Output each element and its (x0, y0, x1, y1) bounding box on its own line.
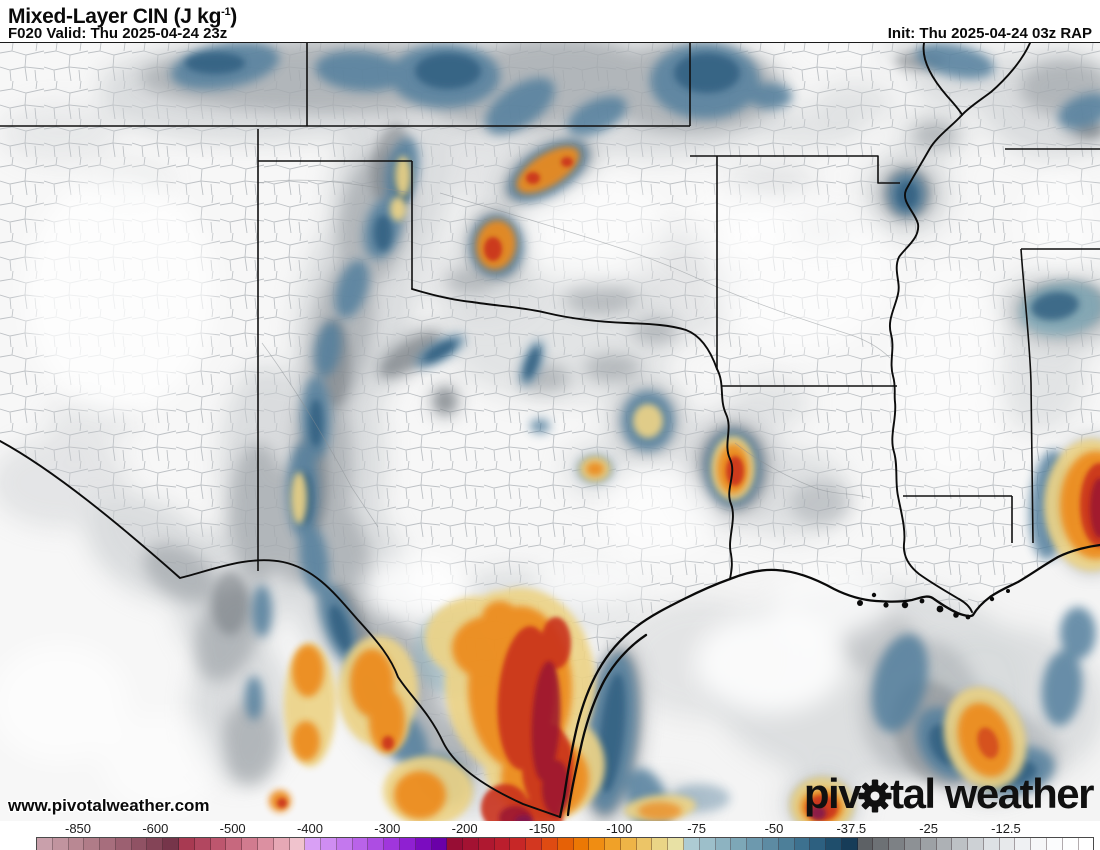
colorbar-cell (84, 838, 101, 850)
colorbar-cell (652, 838, 669, 850)
colorbar-cell (605, 838, 621, 850)
colorbar-cell (147, 838, 164, 850)
colorbar-cell (1062, 838, 1079, 850)
colorbar-cell (857, 838, 874, 850)
colorbar-cell (952, 838, 969, 850)
colorbar-cell (37, 838, 53, 850)
colorbar-cell (463, 838, 479, 850)
colorbar-cell (52, 838, 69, 850)
colorbar-tick-label: -100 (606, 821, 633, 836)
colorbar-cell (762, 838, 779, 850)
logo-text-left: piv (803, 770, 862, 817)
cin-contour-map (0, 43, 1100, 821)
colorbar-cell (589, 838, 606, 850)
colorbar-cell (699, 838, 716, 850)
colorbar-cell (179, 838, 195, 850)
colorbar-cell (226, 838, 243, 850)
gear-icon (858, 777, 892, 821)
colorbar-cell (352, 838, 369, 850)
title-exponent: -1 (221, 6, 231, 18)
colorbar-cell (936, 838, 953, 850)
colorbar-cell (368, 838, 385, 850)
colorbar-tick-label: -50 (764, 821, 784, 836)
colorbar-cell (163, 838, 180, 850)
colorbar-cell (68, 838, 85, 850)
colorbar-tick-label: -500 (219, 821, 246, 836)
title-bar: Mixed-Layer CIN (J kg-1) (0, 0, 1100, 27)
colorbar-cell (494, 838, 511, 850)
colorbar-tick-label: -37.5 (836, 821, 867, 836)
colorbar-cell (999, 838, 1016, 850)
colorbar-cell (100, 838, 116, 850)
colorbar-cell (826, 838, 842, 850)
colorbar-cell (242, 838, 258, 850)
colorbar-tick-label: -150 (528, 821, 555, 836)
colorbar-cell (1078, 838, 1094, 850)
title-suffix: ) (230, 5, 237, 28)
colorbar-cell (983, 838, 1000, 850)
colorbar-cell (526, 838, 542, 850)
colorbar-tick-label: -25 (919, 821, 939, 836)
colorbar-cell (1047, 838, 1063, 850)
colorbar-cell (573, 838, 590, 850)
colorbar-cell (731, 838, 748, 850)
colorbar-tick-labels: -850 -600 -500 -400 -300 -200 -150 -100 -75 -50 -3… (0, 821, 1100, 836)
color-scale-bar: -850 -600 -500 -400 -300 -200 -150 -100 -75 -50 -3… (0, 821, 1100, 850)
colorbar-cell (510, 838, 527, 850)
colorbar-tick-label: -75 (687, 821, 707, 836)
colorbar-cell (904, 838, 921, 850)
colorbar-cell (1031, 838, 1047, 850)
colorbar-cells (36, 837, 1094, 850)
colorbar-cell (778, 838, 795, 850)
colorbar-tick-label: -850 (64, 821, 92, 836)
colorbar-cell (194, 838, 211, 850)
colorbar-cell (620, 838, 637, 850)
colorbar-cell (210, 838, 227, 850)
colorbar-cell (668, 838, 685, 850)
colorbar-cell (747, 838, 763, 850)
colorbar-cell (794, 838, 811, 850)
colorbar-cell (289, 838, 306, 850)
colorbar-cell (257, 838, 274, 850)
colorbar-cell (478, 838, 495, 850)
colorbar-cell (873, 838, 890, 850)
colorbar-cell (415, 838, 432, 850)
colorbar-cell (684, 838, 700, 850)
init-time-label: Init: Thu 2025-04-24 03z RAP (887, 25, 1092, 42)
colorbar-tick-label: -300 (374, 821, 401, 836)
colorbar-cell (715, 838, 732, 850)
colorbar-tick-label: -400 (296, 821, 323, 836)
colorbar-cell (305, 838, 322, 850)
colorbar-cell (1015, 838, 1032, 850)
colorbar-cell (336, 838, 353, 850)
colorbar-tick-label: -600 (142, 821, 169, 836)
watermark-url: www.pivotalweather.com (8, 796, 210, 815)
logo-text-right: tal weather (890, 770, 1094, 817)
colorbar-cell (841, 838, 858, 850)
page-title: Mixed-Layer CIN (J kg-1) (8, 2, 1100, 27)
colorbar-cell (557, 838, 574, 850)
map-area: www.pivotalweather.com piv tal weather (0, 42, 1100, 821)
colorbar-tick-label: -200 (451, 821, 478, 836)
colorbar-cell (447, 838, 464, 850)
colorbar-cell (920, 838, 937, 850)
colorbar-cell (542, 838, 558, 850)
colorbar-cell (321, 838, 337, 850)
title-text: Mixed-Layer CIN (J kg (8, 5, 222, 28)
colorbar-cell (431, 838, 448, 850)
colorbar-cell (810, 838, 827, 850)
forecast-info-bar: F020 Valid: Thu 2025-04-24 23z Init: Thu… (0, 24, 1100, 42)
colorbar-cell (399, 838, 416, 850)
valid-time-label: F020 Valid: Thu 2025-04-24 23z (8, 25, 228, 42)
colorbar-cell (384, 838, 400, 850)
pivotal-weather-logo: piv tal weather (803, 770, 1095, 821)
colorbar-cell (115, 838, 132, 850)
colorbar-cell (636, 838, 653, 850)
colorbar-cell (273, 838, 290, 850)
colorbar-cell (968, 838, 984, 850)
colorbar-tick-label: -12.5 (991, 821, 1021, 836)
colorbar-cell (131, 838, 148, 850)
colorbar-cell (889, 838, 905, 850)
